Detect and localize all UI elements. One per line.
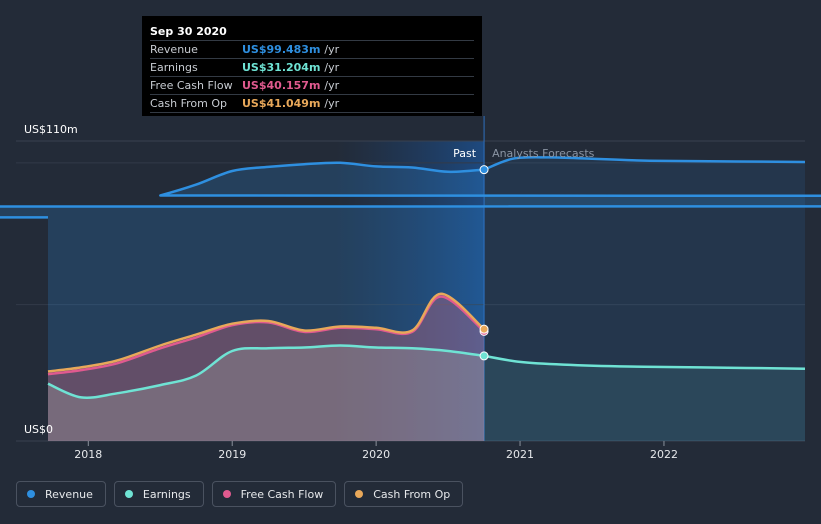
revenue-line-forecast xyxy=(483,156,806,171)
free-cash-flow-area-past xyxy=(48,296,485,441)
legend-dot xyxy=(222,490,231,498)
tooltip-unit: /yr xyxy=(324,43,340,56)
tooltip-label: Revenue xyxy=(150,43,198,56)
tooltip-unit: /yr xyxy=(324,97,340,110)
x-tick-label: 2020 xyxy=(362,448,390,461)
tooltip-row-earnings: Earnings US$31.204m /yr xyxy=(150,58,474,76)
tooltip-value: US$41.049m xyxy=(242,97,321,110)
x-tick-label: 2022 xyxy=(650,448,678,461)
tooltip-value: US$31.204m xyxy=(242,61,321,74)
cash-from-op-area-past xyxy=(48,293,485,441)
revenue-point xyxy=(479,165,489,175)
tooltip-row-cfo: Cash From Op US$41.049m /yr xyxy=(150,94,474,113)
past-highlight-band xyxy=(335,141,485,441)
legend-item-cash-from-op[interactable]: Cash From Op xyxy=(344,481,464,507)
legend-item-free-cash-flow[interactable]: Free Cash Flow xyxy=(211,481,337,507)
earnings-line-past xyxy=(47,344,485,400)
legend-item-earnings[interactable]: Earnings xyxy=(113,481,204,507)
tooltip-row-revenue: Revenue US$99.483m /yr xyxy=(150,40,474,58)
legend-item-revenue[interactable]: Revenue xyxy=(16,481,106,507)
earnings-point xyxy=(479,351,489,361)
x-tick-label: 2018 xyxy=(74,448,102,461)
legend-dot xyxy=(355,490,364,498)
y-top-label: US$110m xyxy=(24,123,78,136)
tooltip-date: Sep 30 2020 xyxy=(150,25,227,38)
tooltip-value: US$99.483m xyxy=(242,43,321,56)
legend-dot xyxy=(124,490,133,498)
tooltip-value: US$40.157m xyxy=(242,79,321,92)
revenue-area-forecast xyxy=(484,157,805,441)
cash-from-op-point xyxy=(479,324,489,334)
tooltip-unit: /yr xyxy=(324,61,340,74)
x-tick-label: 2019 xyxy=(218,448,246,461)
cash-from-op-line-past xyxy=(47,292,485,373)
series-areas xyxy=(0,157,821,442)
legend-label: Free Cash Flow xyxy=(240,487,324,501)
tooltip-label: Cash From Op xyxy=(150,97,228,110)
legend-label: Revenue xyxy=(45,487,93,501)
earnings-area-forecast xyxy=(484,355,805,441)
tooltip-row-fcf: Free Cash Flow US$40.157m /yr xyxy=(150,76,474,94)
y-bottom-label: US$0 xyxy=(24,423,54,436)
past-label: Past xyxy=(453,147,477,160)
series-points xyxy=(479,165,489,361)
x-axis-ticks: 2018 2019 2020 2021 2022 xyxy=(74,441,678,461)
chart-labels: Past Analysts Forecasts xyxy=(453,147,595,160)
earnings-line-forecast xyxy=(483,354,806,370)
legend-label: Earnings xyxy=(142,487,191,501)
grid xyxy=(16,116,805,442)
x-tick-label: 2021 xyxy=(506,448,534,461)
tooltip-label: Earnings xyxy=(150,61,198,74)
earnings-area-past xyxy=(48,345,485,441)
free-cash-flow-line-past xyxy=(47,295,485,376)
forecast-label: Analysts Forecasts xyxy=(492,147,595,160)
legend-label: Cash From Op xyxy=(373,487,451,501)
legend-dot xyxy=(27,490,35,498)
legend: Revenue Earnings Free Cash Flow Cash Fro… xyxy=(16,481,464,507)
tooltip-label: Free Cash Flow xyxy=(150,79,233,92)
tooltip-unit: /yr xyxy=(324,79,340,92)
tooltip: Sep 30 2020 Revenue US$99.483m /yr Earni… xyxy=(142,16,482,116)
series-lines xyxy=(0,156,821,400)
